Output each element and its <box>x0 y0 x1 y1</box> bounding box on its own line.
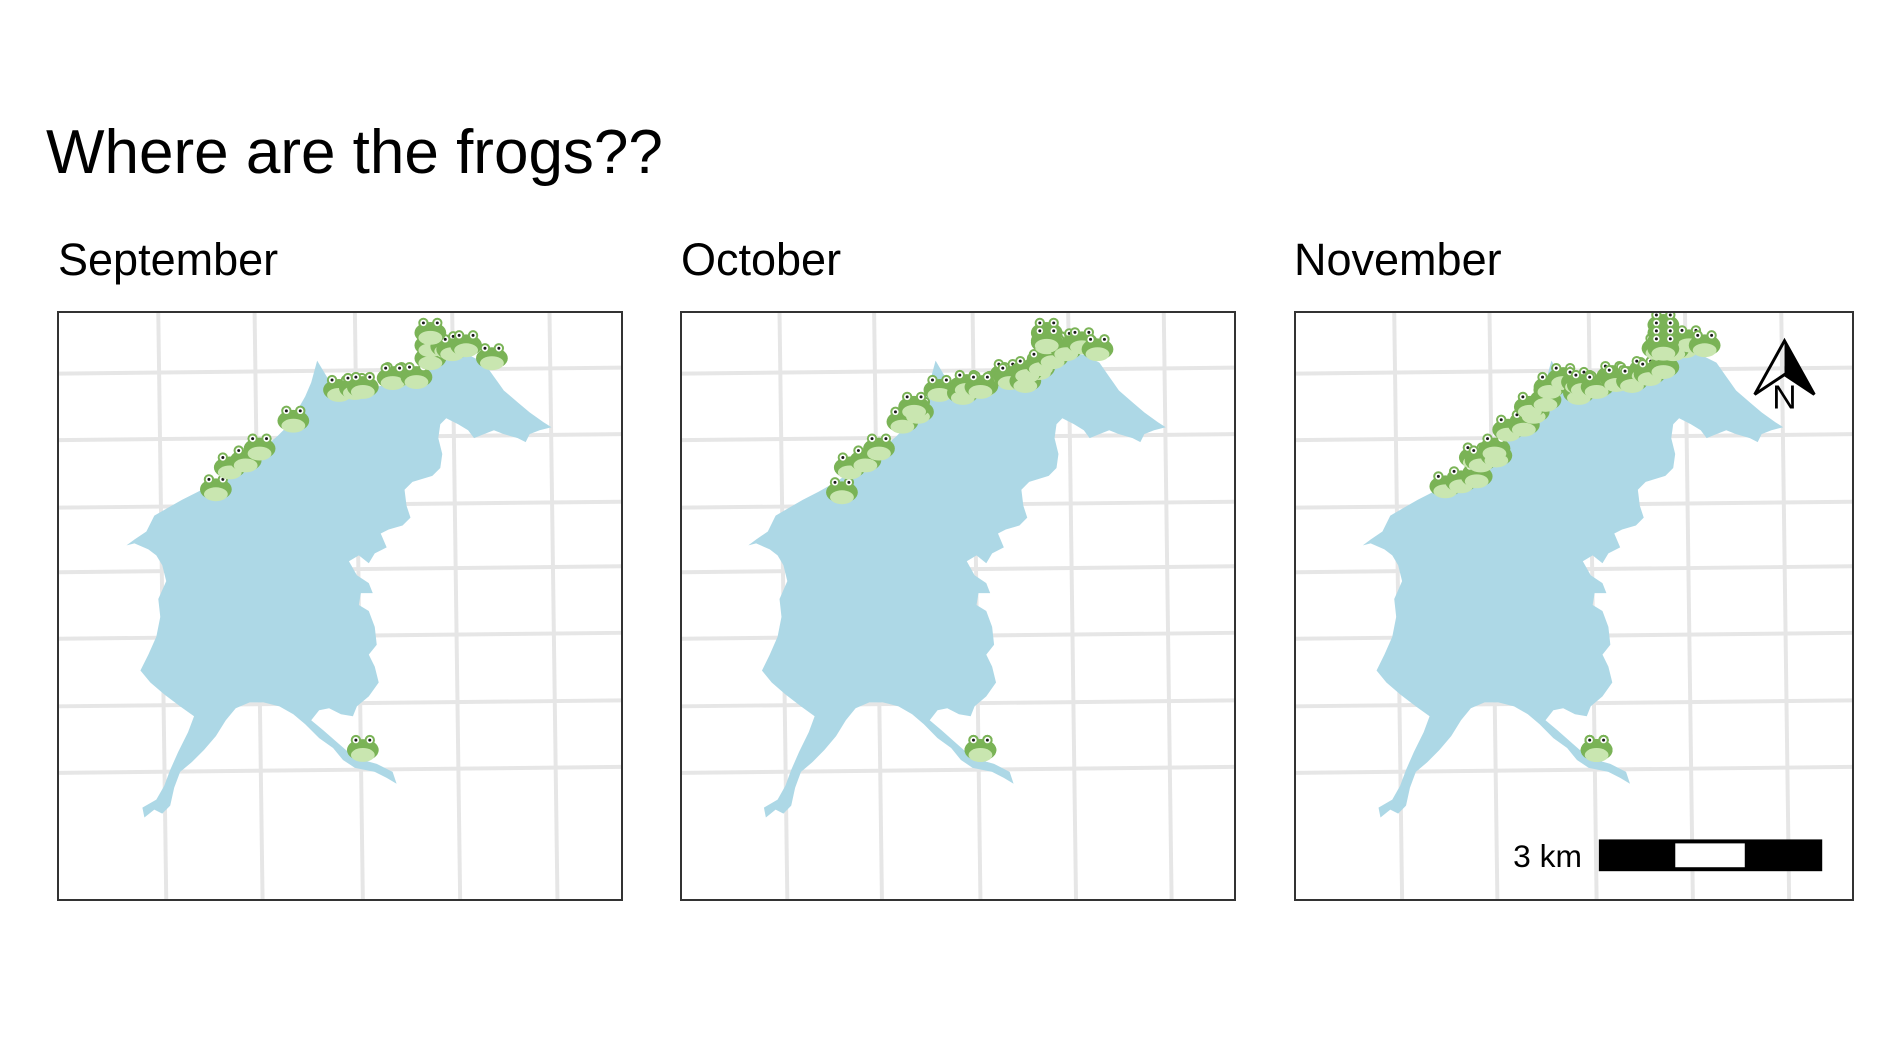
panel-title-september: September <box>58 237 278 282</box>
grid-line <box>59 767 621 773</box>
scale-bar-segment-2 <box>1675 843 1745 867</box>
lake-polygon <box>1363 353 1783 818</box>
grid-line <box>59 368 621 374</box>
grid-line <box>682 767 1234 773</box>
grid-line <box>550 313 558 899</box>
lake-polygon <box>748 353 1165 818</box>
scale-bar: 3 km <box>1513 838 1822 874</box>
north-arrow-icon: N <box>1755 341 1815 417</box>
lake-polygon <box>127 353 552 818</box>
map-canvas <box>59 313 621 899</box>
north-arrow-label: N <box>1772 378 1796 416</box>
panel-title-november: November <box>1294 237 1502 282</box>
map-panel-november: N 3 km <box>1294 311 1854 901</box>
grid-line <box>1164 313 1172 899</box>
map-canvas <box>682 313 1234 899</box>
map-panel-october <box>680 311 1236 901</box>
panel-title-october: October <box>681 237 841 282</box>
figure-title: Where are the frogs?? <box>46 122 663 184</box>
map-panel-september <box>57 311 623 901</box>
map-canvas: N 3 km <box>1296 313 1852 899</box>
grid-line <box>1296 767 1852 773</box>
scale-bar-label: 3 km <box>1513 838 1582 874</box>
